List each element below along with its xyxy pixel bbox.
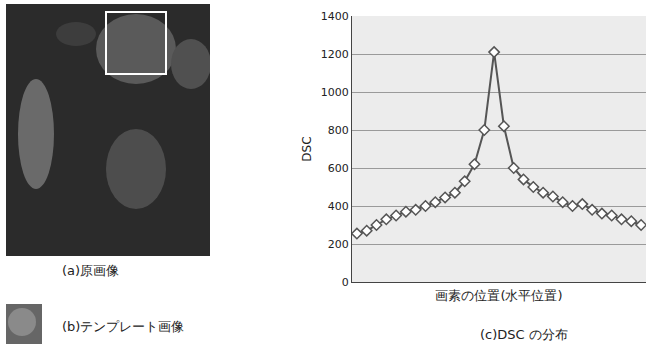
html-text:(b)テンプレート画像: (b)テンプレート画像 <box>62 319 185 334</box>
svg-text:600: 600 <box>328 162 349 175</box>
svg-text:画素の位置(水平位置): 画素の位置(水平位置) <box>435 288 562 303</box>
svg-text:1400: 1400 <box>321 10 349 23</box>
html-text:(c)DSC の分布: (c)DSC の分布 <box>480 327 568 342</box>
svg-text:0: 0 <box>342 276 349 289</box>
html-text:(a)原画像: (a)原画像 <box>62 263 120 278</box>
svg-text:200: 200 <box>328 238 349 251</box>
svg-text:1000: 1000 <box>321 86 349 99</box>
svg-text:DSC: DSC <box>300 136 314 161</box>
svg-text:1200: 1200 <box>321 48 349 61</box>
svg-text:800: 800 <box>328 124 349 137</box>
svg-text:400: 400 <box>328 200 349 213</box>
